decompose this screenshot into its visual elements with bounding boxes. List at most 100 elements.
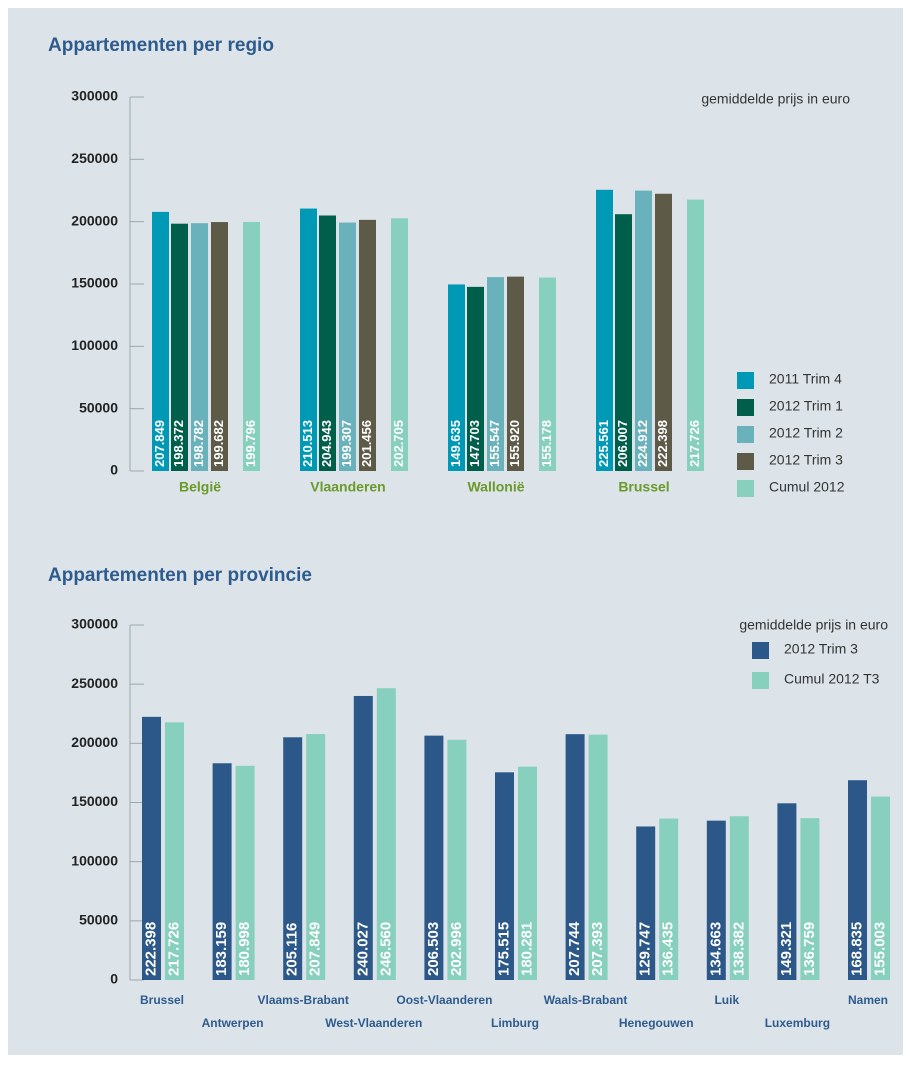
- data-label: 207.849: [152, 420, 167, 467]
- data-label: 155.920: [507, 420, 522, 467]
- x-tick-label: Vlaanderen: [310, 479, 385, 495]
- bar: [243, 221, 260, 471]
- bar: [171, 223, 188, 471]
- legend-swatch: [737, 426, 754, 443]
- legend-label: 2012 Trim 2: [769, 425, 843, 441]
- bar: [539, 277, 556, 471]
- y-tick-label: 300000: [71, 616, 118, 632]
- legend-label: 2012 Trim 3: [769, 452, 843, 468]
- bar: [615, 214, 632, 472]
- bar: [319, 215, 336, 471]
- data-label: 168.835: [848, 922, 865, 976]
- data-label: 205.116: [284, 923, 301, 976]
- y-tick-label: 200000: [71, 212, 118, 228]
- data-label: 225.561: [596, 420, 611, 467]
- y-tick-label: 150000: [71, 275, 118, 291]
- bar: [729, 816, 749, 980]
- y-tick-label: 100000: [71, 337, 118, 353]
- y-tick-label: 300000: [71, 88, 118, 104]
- data-label: 199.796: [243, 420, 258, 467]
- data-label: 210.513: [300, 420, 315, 467]
- data-label: 138.382: [730, 922, 747, 976]
- bar: [142, 716, 161, 980]
- data-label: 202.705: [391, 420, 406, 467]
- data-label: 180.998: [236, 922, 253, 976]
- legend-swatch: [737, 372, 754, 389]
- x-tick-label: Wallonië: [467, 479, 524, 495]
- legend-swatch: [737, 399, 754, 416]
- data-label: 198.372: [171, 420, 186, 467]
- x-tick-label: Antwerpen: [202, 1016, 264, 1030]
- bar: [300, 208, 317, 471]
- x-tick-label: Oost-Vlaanderen: [396, 993, 492, 1007]
- subtitle: gemiddelde prijs in euro: [701, 91, 850, 107]
- data-label: 183.159: [213, 922, 230, 976]
- x-tick-label: België: [179, 479, 221, 495]
- bar: [565, 734, 585, 980]
- x-tick-label: West-Vlaanderen: [325, 1016, 422, 1030]
- y-tick-label: 0: [110, 971, 118, 987]
- subtitle: gemiddelde prijs in euro: [739, 617, 888, 633]
- x-tick-label: Brussel: [618, 479, 669, 495]
- bar: [211, 222, 228, 471]
- data-label: 155.003: [871, 922, 888, 976]
- bar: [191, 223, 208, 471]
- bar: [507, 276, 524, 471]
- x-tick-label: Henegouwen: [619, 1016, 694, 1030]
- y-tick-label: 50000: [79, 912, 118, 928]
- chart-title: Appartementen per regio: [48, 35, 274, 56]
- bar: [518, 766, 537, 980]
- bar: [152, 211, 169, 471]
- bar: [655, 193, 672, 471]
- data-label: 224.912: [635, 420, 650, 467]
- legend-label: Cumul 2012: [769, 479, 845, 495]
- bar: [777, 803, 797, 980]
- bar: [447, 739, 467, 980]
- legend-swatch: [752, 672, 769, 689]
- data-label: 180.281: [518, 922, 535, 976]
- x-tick-label: Namen: [848, 993, 888, 1007]
- bar: [391, 218, 408, 471]
- data-label: 129.747: [637, 922, 654, 976]
- data-label: 147.703: [467, 420, 482, 467]
- legend-swatch: [752, 642, 769, 659]
- legend-label: 2012 Trim 3: [784, 641, 858, 657]
- bar: [339, 222, 356, 471]
- x-tick-label: Luxemburg: [765, 1016, 830, 1030]
- data-label: 199.682: [211, 420, 226, 467]
- data-label: 207.393: [589, 922, 606, 976]
- bar: [306, 734, 326, 980]
- data-label: 155.178: [539, 420, 554, 467]
- bar: [871, 796, 890, 980]
- y-tick-label: 250000: [71, 150, 118, 166]
- bar: [353, 695, 373, 980]
- bar: [706, 820, 726, 980]
- bar: [495, 772, 514, 980]
- legend-swatch: [737, 480, 754, 497]
- bar: [359, 219, 376, 471]
- data-label: 222.398: [655, 420, 670, 467]
- data-label: 246.560: [377, 922, 394, 976]
- data-label: 198.782: [191, 420, 206, 467]
- bar: [848, 780, 867, 980]
- bar: [235, 765, 255, 980]
- bar: [212, 763, 232, 980]
- data-label: 217.726: [687, 420, 702, 467]
- data-label: 134.663: [707, 922, 724, 976]
- data-label: 199.307: [339, 420, 354, 467]
- data-label: 149.635: [448, 420, 463, 467]
- bar: [800, 818, 820, 980]
- chart-title: Appartementen per provincie: [48, 565, 312, 586]
- data-label: 175.515: [495, 922, 512, 976]
- x-tick-label: Vlaams-Brabant: [258, 993, 349, 1007]
- data-label: 136.759: [801, 922, 818, 976]
- bar: [487, 277, 504, 471]
- data-label: 136.435: [660, 922, 677, 976]
- y-tick-label: 200000: [71, 734, 118, 750]
- bar: [165, 722, 184, 980]
- data-label: 222.398: [142, 922, 159, 976]
- x-tick-label: Limburg: [491, 1016, 539, 1030]
- data-label: 217.726: [165, 922, 182, 976]
- data-label: 240.027: [354, 922, 371, 976]
